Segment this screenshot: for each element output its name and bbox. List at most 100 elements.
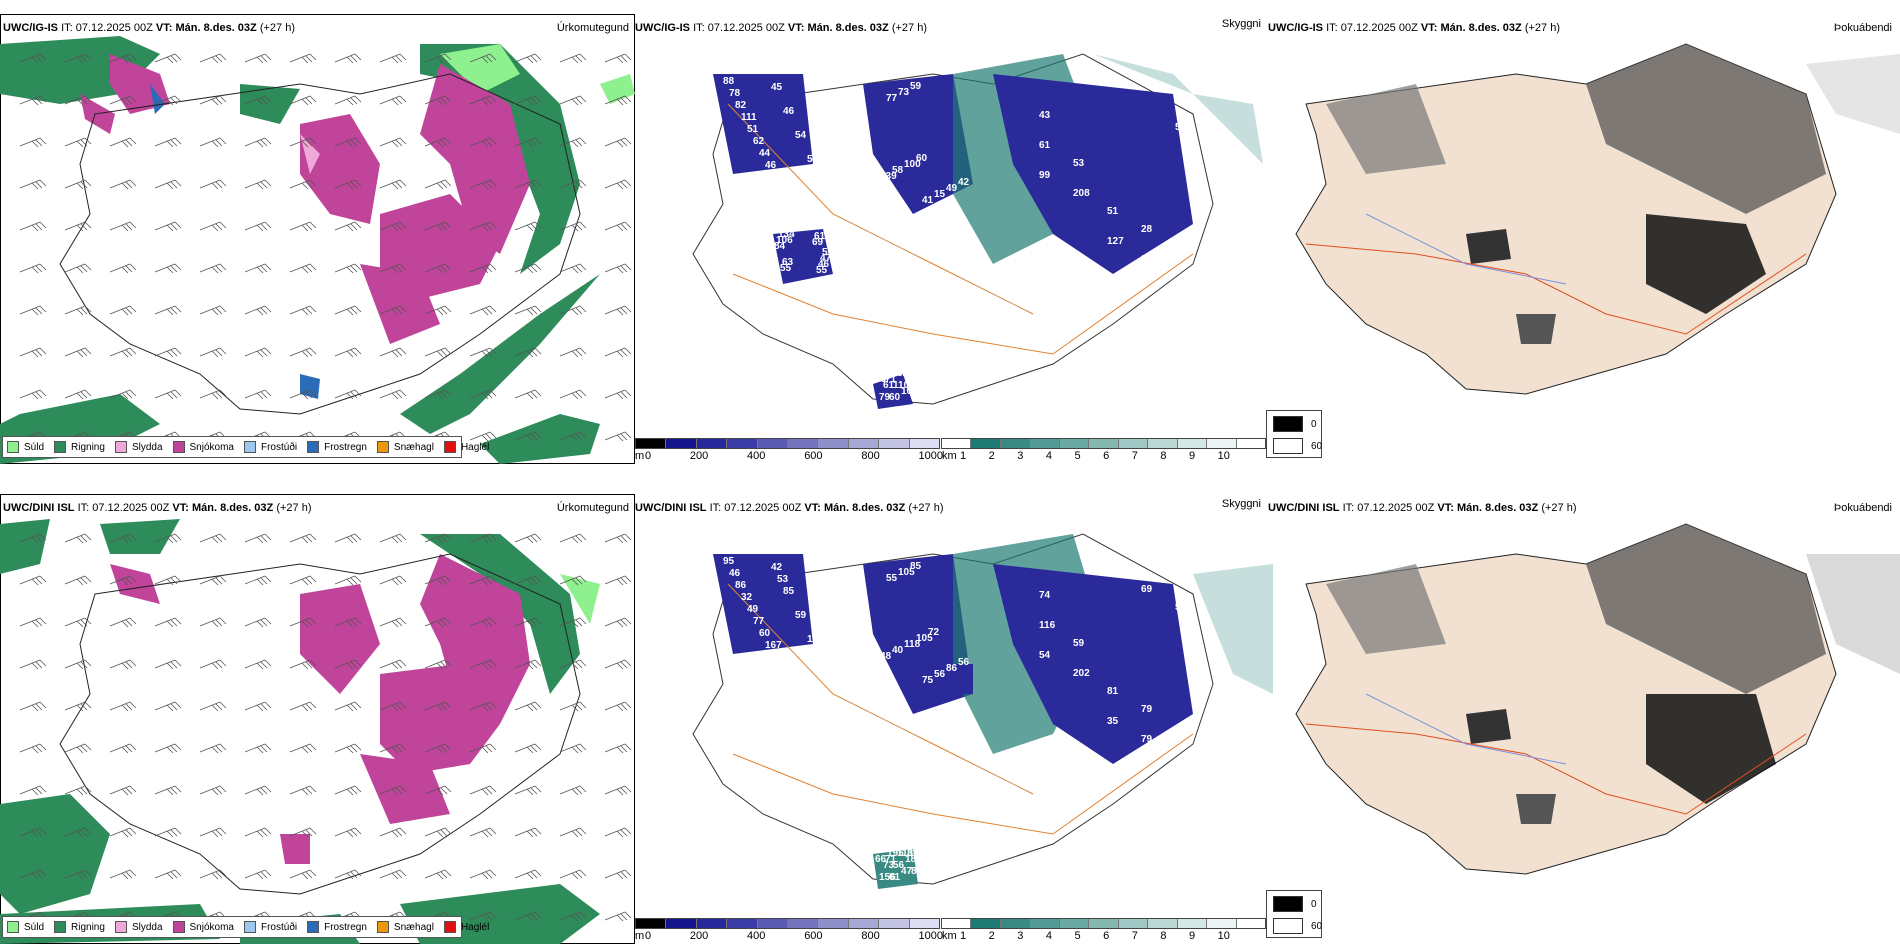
wind-barb	[514, 701, 542, 712]
cloudbase-value: 71	[885, 374, 897, 385]
colorbar-tick: 200	[689, 930, 709, 942]
wind-barb	[514, 95, 542, 106]
visibility-map-top: 8877436971827328612651595355604441484664…	[692, 53, 1263, 409]
cloudbase-value: 167	[765, 640, 782, 651]
cloudbase-value: 208	[1073, 188, 1090, 199]
wind-barb	[19, 827, 47, 838]
visibility-ticks: 1 2 3 4 5 6 7 8 9 10	[960, 930, 1230, 942]
wind-barb	[334, 701, 362, 712]
legend-label: Frostúði	[260, 441, 298, 453]
wind-barb	[514, 743, 542, 754]
legend-swatch	[114, 921, 127, 933]
wind-barb	[64, 659, 92, 670]
panel-title: UWC/DINI ISL IT: 07.12.2025 00Z VT: Mán.…	[1268, 502, 1577, 514]
cloudbase-value: 57	[1175, 122, 1187, 133]
wind-barb	[379, 533, 407, 544]
cloudbase-value: 73	[898, 87, 910, 98]
colorbar-segment	[1236, 439, 1265, 448]
wind-barb	[64, 95, 92, 106]
colorbar-tick: 0	[645, 930, 652, 942]
wind-barb	[469, 827, 497, 838]
wind-barb	[289, 221, 317, 232]
wind-barb	[109, 221, 137, 232]
wind-barb	[514, 53, 542, 64]
colorbar-tick: 6	[1103, 450, 1110, 462]
colorbar-tick: 1	[960, 450, 967, 462]
wind-barb	[424, 743, 452, 754]
colorbar-tick: 400	[747, 930, 766, 942]
wind-barb	[514, 827, 542, 838]
colorbar-segment	[666, 919, 697, 928]
legend-swatch	[443, 441, 456, 453]
wind-barb	[604, 389, 632, 400]
colorbar-segment	[666, 439, 697, 448]
wind-barb	[514, 533, 542, 544]
legend-item: Frostregn	[307, 921, 367, 933]
wind-barb	[559, 869, 587, 880]
wind-barb	[379, 263, 407, 274]
cloudbase-value: 45	[771, 82, 783, 93]
wind-barb	[244, 347, 272, 358]
wind-barb	[334, 827, 362, 838]
wind-barb	[469, 263, 497, 274]
colorbar-segment	[1207, 439, 1237, 448]
legend-label: Rigning	[71, 921, 105, 933]
wind-barb	[19, 137, 47, 148]
wind-barb	[424, 701, 452, 712]
cloudbase-value: 48	[1175, 92, 1187, 103]
wind-barb	[514, 431, 542, 442]
wind-barb	[199, 53, 227, 64]
colorbar-segment	[1030, 439, 1060, 448]
wind-barb	[154, 179, 182, 190]
cloudbase-value: 47	[778, 709, 790, 720]
wind-barb	[514, 263, 542, 274]
legend-swatch	[7, 441, 19, 453]
wind-barb	[559, 53, 587, 64]
cloudbase-value: 85	[783, 586, 795, 597]
legend-swatch	[54, 441, 67, 453]
legend-item: Súld	[7, 441, 44, 453]
cloudbase-value: 49	[747, 604, 759, 615]
cloudbase-value: 104	[818, 739, 835, 750]
wind-barb	[424, 617, 452, 628]
cloudbase-value: 46	[729, 568, 741, 579]
wind-barb	[514, 137, 542, 148]
wind-barb	[559, 347, 587, 358]
wind-barb	[469, 701, 497, 712]
wind-barb	[109, 179, 137, 190]
wind-barb	[424, 533, 452, 544]
legend-swatch	[172, 441, 185, 453]
wind-barb	[244, 575, 272, 586]
wind-barb	[424, 659, 452, 670]
wind-barb	[64, 701, 92, 712]
colorbar-tick: 7	[1131, 450, 1138, 462]
wind-barb	[469, 743, 497, 754]
wind-barb	[334, 389, 362, 400]
wind-barb	[154, 221, 182, 232]
colorbar-tick: 1000	[918, 930, 943, 942]
colorbar-tick: 1	[960, 930, 967, 942]
cloudbase-value: 40	[892, 645, 904, 656]
wind-barb	[379, 305, 407, 316]
wind-barb	[109, 305, 137, 316]
colorbar-segment	[848, 919, 880, 928]
wind-barb	[154, 347, 182, 358]
legend-item: Snæhagl	[376, 441, 434, 453]
wind-barb	[154, 137, 182, 148]
wind-barb	[604, 137, 632, 148]
cloudbase-colorbar	[635, 918, 940, 929]
colorbar-tick: 3	[1017, 450, 1024, 462]
wind-barb	[19, 575, 47, 586]
cloudbase-value: 37	[1141, 254, 1153, 265]
wind-barb	[514, 389, 542, 400]
wind-barb	[334, 785, 362, 796]
wind-barb	[379, 347, 407, 358]
legend-item: Frostúði	[243, 921, 297, 933]
colorbar-segment	[1118, 439, 1149, 448]
legend-item: Snjókoma	[172, 921, 234, 933]
colorbar-segment	[696, 439, 728, 448]
cloudbase-value: 51	[747, 124, 759, 135]
wind-barb	[379, 659, 407, 670]
cloudbase-value: 49	[946, 183, 958, 194]
cloudbase-value: 195	[887, 848, 904, 859]
